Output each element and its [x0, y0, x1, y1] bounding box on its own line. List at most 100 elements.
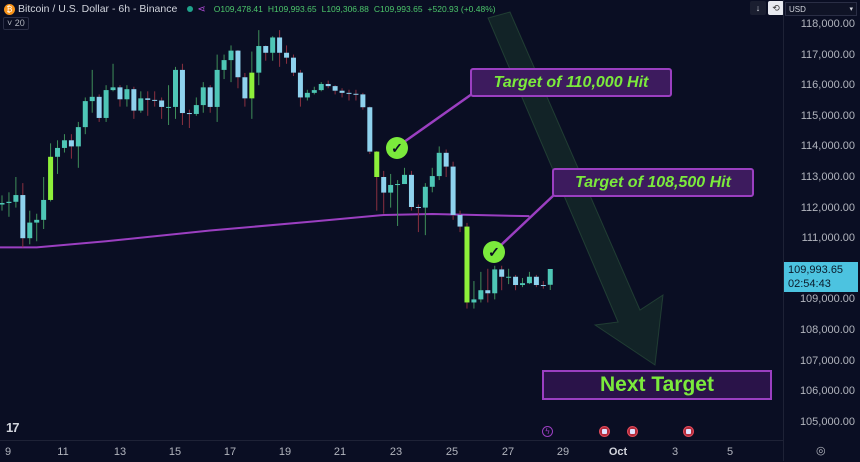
candle — [325, 80, 331, 89]
target-108500-callout[interactable]: Target of 108,500 Hit — [552, 168, 754, 197]
low-value: 109,306.88 — [326, 4, 369, 14]
candle — [318, 82, 324, 92]
candle-body — [513, 276, 519, 286]
candle — [27, 210, 33, 245]
candle — [138, 91, 144, 113]
candle — [20, 183, 26, 248]
date-tick-label: 9 — [4, 446, 12, 458]
candle — [457, 210, 463, 233]
close-label: C — [373, 4, 380, 14]
candle — [131, 86, 137, 119]
candle-body — [381, 177, 387, 193]
tradingview-logo[interactable]: 17 — [6, 420, 20, 435]
price-tick-label: 112,000.00 — [800, 201, 855, 214]
candle — [55, 140, 61, 174]
sync-icon[interactable]: ⟲ — [768, 1, 784, 15]
symbol-title[interactable]: Bitcoin / U.S. Dollar - 6h - Binance — [18, 3, 178, 15]
candle-body — [339, 90, 345, 93]
lightning-event-icon[interactable]: ϟ — [542, 426, 553, 437]
candle-body — [492, 269, 498, 294]
candle — [242, 72, 248, 107]
candle-body — [422, 186, 428, 208]
candle — [0, 195, 5, 211]
scroll-down-icon[interactable]: ↓ — [750, 1, 766, 15]
price-tick-label: 116,000.00 — [800, 79, 855, 92]
candle-body — [332, 86, 338, 91]
candle-body — [277, 37, 283, 53]
candle — [270, 36, 276, 61]
candle-body — [193, 105, 199, 114]
price-tick-label: 111,000.00 — [801, 232, 855, 245]
candle-body — [61, 140, 67, 148]
candle — [464, 222, 470, 309]
current-price-tag: 109,993.65 02:54:43 — [784, 262, 858, 292]
candle — [41, 177, 47, 230]
bitcoin-icon: ₿ — [4, 3, 15, 15]
candle — [332, 85, 338, 95]
candle-body — [55, 147, 61, 157]
share-icon[interactable]: ⋖ — [197, 3, 206, 15]
time-axis[interactable]: 9 11 13 15 17 19 21 23 25 27 29 Oct 3 5 — [0, 440, 783, 462]
candle-body — [110, 87, 116, 91]
candle-body — [27, 222, 33, 239]
candle — [214, 54, 220, 122]
candle-body — [297, 72, 303, 98]
us-flag-event-icon[interactable] — [683, 426, 694, 437]
candle — [339, 88, 345, 98]
candle-body — [166, 106, 172, 108]
price-tick-label: 114,000.00 — [800, 140, 855, 153]
bar-countdown: 02:54:43 — [788, 278, 831, 290]
checkmark-icon: ✓ — [386, 137, 408, 159]
candle-body — [103, 90, 109, 118]
target-110000-callout[interactable]: Target of 110,000 Hit — [470, 68, 672, 97]
candle — [284, 45, 290, 64]
candle-body — [311, 90, 317, 93]
settings-icon[interactable]: ◎ — [816, 445, 826, 457]
candle-body — [402, 174, 408, 185]
candle-body — [20, 195, 26, 239]
candle — [429, 167, 435, 193]
high-value: 109,993.65 — [274, 4, 317, 14]
date-tick-label: 11 — [57, 446, 69, 458]
candle — [277, 30, 283, 67]
candle-body — [408, 174, 414, 207]
candle — [256, 30, 262, 86]
price-tick-label: 115,000.00 — [800, 109, 855, 122]
candle — [110, 63, 116, 92]
candle — [235, 50, 241, 89]
candle-body — [270, 37, 276, 53]
candle-body — [395, 184, 401, 186]
candle — [82, 97, 88, 135]
candle — [422, 183, 428, 236]
currency-select[interactable]: USD ▾ — [785, 2, 857, 16]
candle — [290, 54, 296, 77]
candle-body — [471, 299, 477, 303]
candle-body — [318, 83, 324, 91]
candle — [492, 265, 498, 300]
price-axis[interactable]: 118,000.00 117,000.00 116,000.00 115,000.00… — [783, 0, 860, 461]
candle — [520, 277, 525, 288]
candle — [526, 271, 532, 285]
date-tick-label: Oct — [608, 446, 628, 458]
us-flag-event-icon[interactable] — [599, 426, 610, 437]
candle-body — [506, 276, 512, 278]
candle-body — [450, 166, 456, 215]
candle-body — [186, 113, 192, 115]
candle-body — [353, 93, 359, 95]
candle-body — [228, 50, 234, 61]
candle — [547, 268, 553, 291]
date-tick-label: 25 — [445, 446, 459, 458]
low-label: L — [321, 4, 327, 14]
candle — [166, 85, 172, 125]
indicators-toggle[interactable]: ˅ 20 — [3, 17, 29, 30]
high-label: H — [267, 4, 275, 14]
candle — [506, 268, 512, 285]
candle-body — [48, 156, 54, 200]
candle — [179, 63, 185, 125]
candle-body — [304, 92, 310, 98]
us-flag-event-icon[interactable] — [627, 426, 638, 437]
candle — [186, 109, 192, 129]
next-target-box[interactable]: Next Target — [542, 370, 772, 400]
candle-body — [34, 219, 40, 223]
candle — [159, 97, 165, 119]
